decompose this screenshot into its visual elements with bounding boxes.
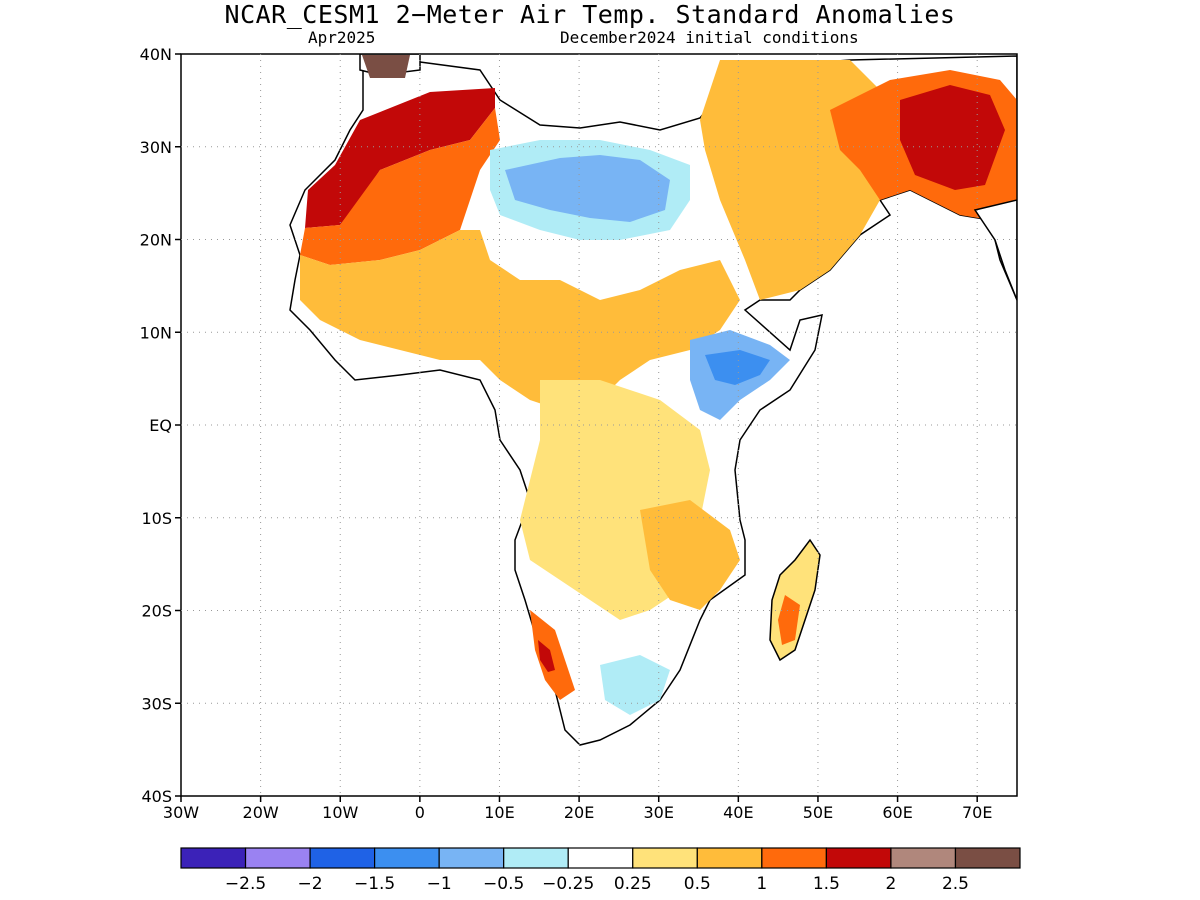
legend-label: −2 — [298, 874, 323, 894]
legend-label: −1 — [427, 874, 452, 894]
legend-swatch — [309, 847, 376, 869]
legend-label: 2 — [886, 874, 897, 894]
lat-label: 30S — [141, 694, 172, 713]
lon-label: 10W — [322, 803, 358, 822]
lat-label: 40S — [141, 787, 172, 806]
lon-label: 20W — [243, 803, 279, 822]
legend-swatch — [954, 847, 1021, 869]
map-title: NCAR_CESM1 2−Meter Air Temp. Standard An… — [224, 0, 956, 29]
anomaly-cooler-sahara — [505, 155, 670, 222]
forecast-month: Apr2025 — [308, 28, 376, 47]
legend-label: 0.25 — [614, 874, 652, 894]
lon-label: 20E — [564, 803, 594, 822]
legend-label: −0.25 — [542, 874, 594, 894]
legend-label: −1.5 — [354, 874, 395, 894]
legend-swatch — [438, 847, 505, 869]
lon-label: 70E — [962, 803, 992, 822]
legend-swatch — [374, 847, 440, 869]
legend-label: 0.5 — [684, 874, 711, 894]
legend-label: −2.5 — [225, 874, 266, 894]
color-legend: −2.5 −2 −1.5 −1 −0.5 −0.25 0.25 0.5 1 1.5 2 2.5 — [180, 847, 1021, 894]
anomaly-warm-east-africa — [640, 500, 740, 610]
anomaly-cool-south-africa — [600, 655, 670, 715]
lon-label: 30W — [163, 803, 199, 822]
lat-label: 10S — [141, 509, 172, 528]
legend-swatch — [696, 847, 763, 869]
legend-swatch — [761, 847, 827, 869]
legend-swatch — [825, 847, 892, 869]
legend-label: 2.5 — [942, 874, 969, 894]
legend-swatch — [244, 847, 311, 869]
legend-swatch — [180, 847, 247, 869]
lon-label: 10E — [484, 803, 514, 822]
lon-label: 50E — [803, 803, 833, 822]
lon-label: 40E — [723, 803, 753, 822]
legend-label: −0.5 — [483, 874, 524, 894]
lat-label: 40N — [140, 45, 172, 64]
legend-swatch — [503, 847, 569, 869]
anomaly-hot-nw-africa — [305, 88, 495, 228]
legend-label: 1.5 — [813, 874, 840, 894]
lat-label: 30N — [140, 138, 172, 157]
madagascar — [769, 538, 821, 662]
anomaly-mild-w-africa — [300, 230, 740, 410]
anomaly-brown-europe — [362, 55, 410, 78]
anomaly-hottest-namibia — [538, 640, 555, 672]
legend-label: 1 — [756, 874, 767, 894]
anomaly-coolest-horn — [705, 350, 770, 385]
anomaly-warm-nw-africa — [300, 108, 500, 265]
anomaly-hot-southwest — [530, 610, 575, 700]
graticule — [181, 54, 1017, 796]
initial-conditions: December2024 initial conditions — [560, 28, 859, 47]
legend-swatch — [632, 847, 698, 869]
india-landmass — [973, 199, 1017, 301]
legend-swatch — [567, 847, 634, 869]
legend-swatch — [890, 847, 957, 869]
lat-label: EQ — [149, 416, 172, 435]
anomaly-hottest-iran — [900, 85, 1005, 190]
lat-label: 20N — [140, 231, 172, 250]
lat-label: 20S — [141, 602, 172, 621]
lon-label: 0 — [415, 803, 425, 822]
lon-label: 60E — [882, 803, 912, 822]
anomaly-hot-madagascar — [778, 595, 800, 645]
lon-label: 30E — [643, 803, 673, 822]
lat-label: 10N — [140, 323, 172, 342]
